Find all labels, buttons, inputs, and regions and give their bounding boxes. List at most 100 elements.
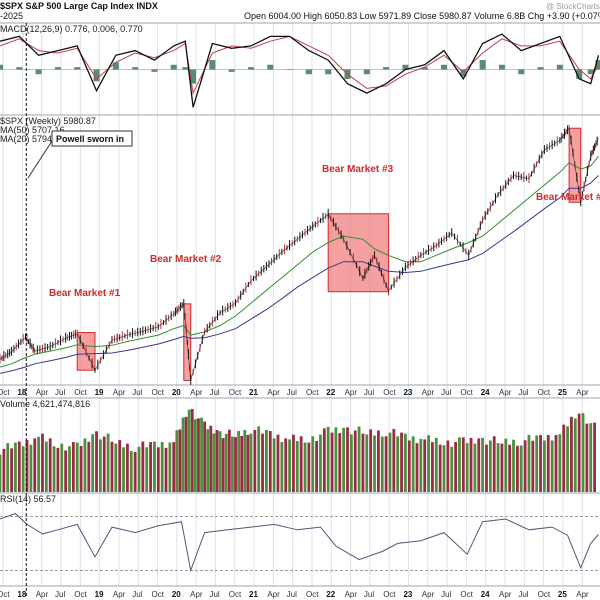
year-tick-label: 18 <box>17 388 26 397</box>
volume-bar <box>221 438 225 492</box>
volume-bar <box>384 436 388 492</box>
volume-bar <box>299 436 303 492</box>
year-tick-label: 21 <box>249 388 258 397</box>
volume-bar <box>141 441 145 492</box>
macd-histogram-bar <box>595 60 600 70</box>
volume-bar <box>376 430 380 492</box>
month-tick-label: Apr <box>36 590 49 599</box>
volume-bar <box>392 428 396 492</box>
volume-bar <box>71 442 75 492</box>
volume-bar <box>326 426 330 492</box>
volume-bar <box>37 436 41 492</box>
macd-panel <box>0 33 600 108</box>
volume-bar <box>172 442 176 492</box>
volume-bar <box>485 444 488 492</box>
month-tick-label: Oct <box>152 388 165 397</box>
volume-bar <box>257 426 261 492</box>
volume-bar <box>558 434 562 492</box>
macd-histogram-bar <box>190 69 197 84</box>
month-tick-label: Apr <box>345 590 358 599</box>
volume-bar <box>481 437 485 492</box>
volume-bar <box>458 437 461 492</box>
year-tick-label: 18 <box>17 590 26 599</box>
month-tick-label: Apr <box>576 590 589 599</box>
volume-bar <box>519 445 523 492</box>
volume-bar <box>206 429 210 492</box>
volume-bar <box>129 450 133 492</box>
volume-bar <box>156 447 160 492</box>
month-tick-label: Jul <box>518 590 528 599</box>
volume-bar <box>508 444 512 492</box>
volume-bar <box>434 437 438 492</box>
volume-bar <box>114 443 118 492</box>
volume-bar <box>334 427 338 492</box>
date-fragment: -2025 <box>0 11 23 21</box>
macd-histogram-bar <box>267 64 274 70</box>
volume-bar <box>407 440 411 492</box>
volume-bar <box>469 437 473 492</box>
volume-bar <box>477 438 481 492</box>
volume-bar <box>396 436 400 492</box>
month-tick-label: Jul <box>441 590 451 599</box>
volume-bar <box>14 442 17 492</box>
volume-bar <box>237 431 241 492</box>
volume-bar <box>17 441 21 492</box>
macd-histogram-bar <box>441 64 448 70</box>
macd-histogram-bar <box>16 67 23 70</box>
month-tick-label: Apr <box>422 388 435 397</box>
volume-bar <box>431 442 434 492</box>
year-tick-label: 20 <box>172 388 181 397</box>
month-tick-label: Apr <box>499 590 512 599</box>
volume-bar <box>52 446 56 492</box>
volume-bar <box>450 446 454 492</box>
macd-histogram-bar <box>537 67 544 70</box>
watermark: @ StockCharts.com <box>546 2 600 11</box>
rsi-line <box>0 513 599 573</box>
price-panel <box>0 124 599 385</box>
volume-bar <box>160 442 164 492</box>
macd-histogram-bar <box>383 67 390 70</box>
volume-bar <box>512 439 515 492</box>
chart-grid <box>2 23 583 586</box>
volume-bar <box>164 447 168 492</box>
volume-bar <box>554 434 558 492</box>
macd-histogram-bar <box>93 69 100 82</box>
volume-bar <box>6 443 10 492</box>
macd-histogram-bar <box>587 69 594 75</box>
volume-bar <box>315 441 319 492</box>
volume-bar <box>25 439 29 492</box>
year-tick-label: 23 <box>403 590 412 599</box>
volume-bar <box>419 438 423 492</box>
macd-histogram-bar <box>498 64 505 70</box>
volume-bar <box>322 428 326 492</box>
macd-histogram-bar <box>74 67 81 70</box>
macd-histogram-bar <box>151 69 158 72</box>
macd-label: MACD(12,26,9) 0.776, 0.006, 0.770 <box>0 24 143 34</box>
volume-bar <box>181 417 185 492</box>
month-tick-label: Oct <box>538 590 551 599</box>
year-tick-label: 22 <box>326 590 335 599</box>
month-tick-label: Jul <box>132 590 142 599</box>
volume-bar <box>75 442 79 492</box>
volume-bar <box>149 442 152 492</box>
volume-bar <box>137 446 141 492</box>
volume-bar <box>330 432 334 492</box>
month-tick-label: Apr <box>267 590 280 599</box>
month-tick-label: Apr <box>190 590 203 599</box>
volume-bar <box>79 446 83 492</box>
month-tick-label: Jul <box>209 388 219 397</box>
volume-bar <box>523 440 527 492</box>
month-tick-label: Oct <box>152 590 165 599</box>
volume-bar <box>349 434 353 492</box>
month-tick-label: Apr <box>113 590 126 599</box>
month-tick-label: Apr <box>267 388 280 397</box>
macd-histogram-bar <box>54 67 61 70</box>
month-tick-label: Jul <box>287 590 297 599</box>
month-tick-label: Jul <box>55 590 65 599</box>
volume-bar <box>593 422 596 492</box>
volume-bar <box>539 434 542 492</box>
volume-bar <box>515 445 519 492</box>
volume-bar <box>175 430 179 492</box>
month-tick-label: Jul <box>209 590 219 599</box>
